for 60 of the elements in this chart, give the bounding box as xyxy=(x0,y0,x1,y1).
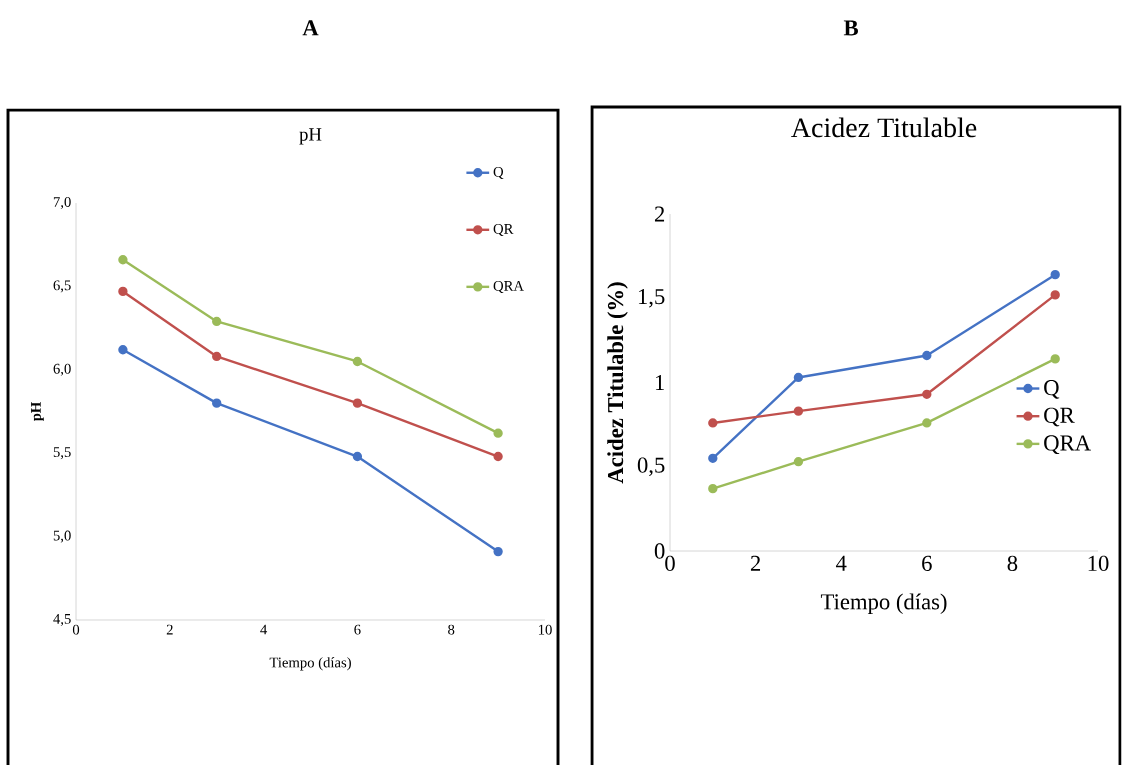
point xyxy=(1050,269,1060,280)
x-tick-label: 2 xyxy=(750,555,761,571)
point xyxy=(708,418,718,428)
legend-label: QRA xyxy=(493,280,524,294)
x-tick-label: 10 xyxy=(538,624,552,635)
x-tick-label: 8 xyxy=(1007,555,1018,572)
point xyxy=(352,356,363,367)
y-tick-label: 6,5 xyxy=(53,280,71,293)
x-tick-label: 8 xyxy=(448,624,455,635)
legend-label: Q xyxy=(1044,380,1060,399)
y-tick-label: 1,5 xyxy=(638,289,665,308)
legend-label: QRA xyxy=(1044,435,1091,455)
point xyxy=(352,398,363,408)
x-tick-label: 6 xyxy=(922,555,932,571)
point xyxy=(493,451,503,462)
y-tick-label: 1 xyxy=(655,375,664,390)
x-tick-label: 0 xyxy=(72,624,80,635)
y-tick-label: 0 xyxy=(654,543,665,559)
point xyxy=(922,418,932,428)
legend-label: Q xyxy=(493,166,504,179)
x-tick-label: 4 xyxy=(260,624,268,635)
point xyxy=(793,372,804,383)
point xyxy=(212,398,222,408)
y-tick-label: 6,0 xyxy=(53,363,71,376)
x-axis-title: Tiempo (días) xyxy=(820,593,947,615)
y-tick-label: 0,5 xyxy=(637,457,665,477)
y-axis-title: pH xyxy=(31,401,44,422)
y-axis-title: Acidez Titulable (%) xyxy=(607,282,628,484)
text: B xyxy=(843,20,858,36)
point xyxy=(793,406,804,416)
y-tick-label: 7,0 xyxy=(53,197,71,210)
y-tick-label: 4,5 xyxy=(53,614,71,626)
x-tick-label: 6 xyxy=(354,624,361,635)
point xyxy=(922,350,932,361)
point xyxy=(793,457,804,467)
point xyxy=(708,483,718,494)
point xyxy=(118,286,128,297)
x-axis-title: Tiempo (días) xyxy=(269,657,351,671)
point xyxy=(922,389,932,399)
chart-title: pH xyxy=(299,128,322,145)
point xyxy=(493,546,503,557)
text: A xyxy=(302,20,319,36)
x-tick-label: 2 xyxy=(166,624,173,635)
point xyxy=(1050,354,1060,364)
point xyxy=(212,351,222,362)
point xyxy=(493,428,503,438)
x-tick-label: 10 xyxy=(1088,555,1109,572)
x-tick-label: 4 xyxy=(835,555,847,571)
y-tick-label: 5,0 xyxy=(53,530,71,543)
point xyxy=(1050,290,1060,300)
point xyxy=(118,345,128,355)
legend-label: QR xyxy=(493,223,514,237)
point xyxy=(708,453,718,463)
y-tick-label: 2 xyxy=(654,206,665,222)
point xyxy=(212,316,222,327)
point xyxy=(352,451,363,462)
legend-label: QR xyxy=(1044,407,1075,427)
y-tick-label: 5,5 xyxy=(53,447,71,460)
chart-title: Acidez Titulable xyxy=(791,117,977,138)
point xyxy=(118,255,128,265)
